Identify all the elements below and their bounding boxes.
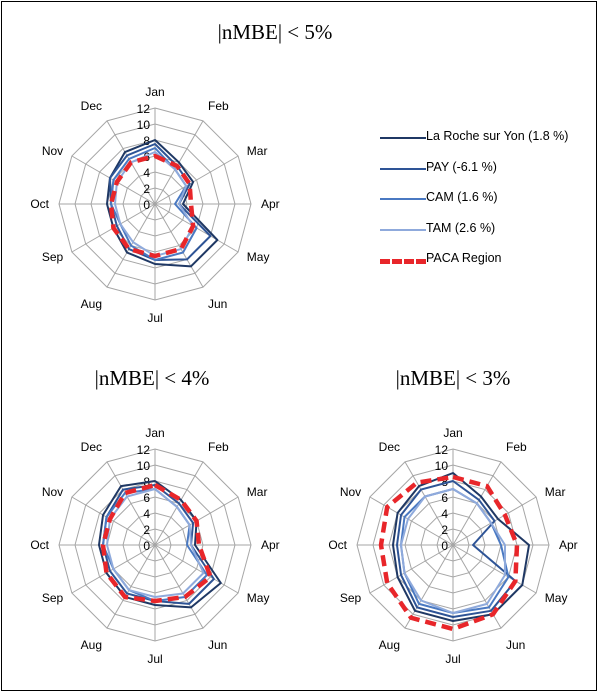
legend-swatch <box>380 167 426 170</box>
category-label: Jul <box>147 652 162 666</box>
grid-spoke <box>404 544 454 629</box>
grid-spoke <box>404 461 454 546</box>
series-line <box>392 472 530 622</box>
legend-swatch <box>380 228 426 231</box>
category-label: Jun <box>208 638 227 652</box>
category-label: Mar <box>545 485 566 499</box>
r-tick-label: 4 <box>143 166 150 180</box>
grid-spoke <box>106 544 156 629</box>
category-label: Dec <box>81 99 102 113</box>
category-label: Dec <box>81 440 102 454</box>
r-tick-label: 12 <box>137 102 151 116</box>
category-label: Aug <box>379 638 400 652</box>
grid-spoke <box>154 203 204 288</box>
category-label: Apr <box>559 538 578 552</box>
category-label: Jul <box>147 311 162 325</box>
r-tick-label: 10 <box>137 118 151 132</box>
legend-label: La Roche sur Yon (1.8 %) <box>426 129 569 143</box>
legend-swatch <box>380 137 426 139</box>
category-label: Apr <box>261 197 280 211</box>
legend-item: CAM (1.6 %) <box>376 189 596 220</box>
r-tick-label: 0 <box>441 539 448 553</box>
category-label: Feb <box>208 440 229 454</box>
r-tick-label: 12 <box>435 443 449 457</box>
category-label: Feb <box>506 440 527 454</box>
grid-spoke <box>106 461 156 546</box>
legend-label: TAM (2.6 %) <box>426 220 496 235</box>
grid-spoke <box>154 544 204 629</box>
grid-spoke <box>369 544 454 594</box>
chart-title-4pct: |nMBE| < 4% <box>94 366 210 390</box>
category-label: Sep <box>42 591 64 605</box>
category-label: Sep <box>340 591 362 605</box>
category-label: May <box>247 250 270 264</box>
legend-item: PACA Region <box>376 250 596 281</box>
r-tick-label: 10 <box>435 459 449 473</box>
category-label: Mar <box>247 144 268 158</box>
r-tick-label: 0 <box>143 539 150 553</box>
category-label: Jul <box>445 652 460 666</box>
r-tick-label: 8 <box>441 475 448 489</box>
legend-item: La Roche sur Yon (1.8 %) <box>376 128 596 159</box>
r-tick-label: 2 <box>143 523 150 537</box>
category-label: Nov <box>340 485 361 499</box>
category-label: Jan <box>443 426 462 440</box>
r-tick-label: 4 <box>441 507 448 521</box>
category-label: Jun <box>208 297 227 311</box>
legend-swatch <box>380 259 426 264</box>
category-label: Aug <box>81 297 102 311</box>
r-tick-label: 4 <box>143 507 150 521</box>
category-label: Nov <box>42 485 63 499</box>
series-line <box>400 488 506 614</box>
r-tick-label: 8 <box>143 134 150 148</box>
category-label: May <box>247 591 270 605</box>
grid-spoke <box>71 496 156 546</box>
legend-label: CAM (1.6 %) <box>426 190 498 204</box>
category-label: Feb <box>208 99 229 113</box>
chart-title-3pct: |nMBE| < 3% <box>395 366 511 390</box>
series-line <box>108 153 196 259</box>
category-label: Mar <box>247 485 268 499</box>
r-tick-label: 0 <box>143 198 150 212</box>
legend-swatch <box>380 198 426 200</box>
category-label: Jun <box>506 638 525 652</box>
r-tick-label: 12 <box>137 443 151 457</box>
series-line <box>396 480 517 618</box>
r-tick-label: 10 <box>137 459 151 473</box>
grid-spoke <box>452 544 537 594</box>
category-label: Oct <box>30 538 49 552</box>
legend-item: TAM (2.6 %) <box>376 220 596 251</box>
chart-title-5pct: |nMBE| < 5% <box>217 20 333 44</box>
series-line <box>100 482 213 604</box>
category-label: Dec <box>379 440 400 454</box>
category-label: Sep <box>42 250 64 264</box>
r-tick-label: 2 <box>441 523 448 537</box>
grid-spoke <box>154 544 239 594</box>
legend: La Roche sur Yon (1.8 %) PAY (-6.1 %) CA… <box>376 128 596 281</box>
series-line <box>378 474 520 632</box>
category-label: Nov <box>42 144 63 158</box>
category-label: Oct <box>328 538 347 552</box>
category-label: Apr <box>261 538 280 552</box>
category-label: Jan <box>145 85 164 99</box>
category-label: Aug <box>81 638 102 652</box>
grid-spoke <box>369 496 454 546</box>
legend-item: PAY (-6.1 %) <box>376 159 596 190</box>
category-label: Jan <box>145 426 164 440</box>
category-label: Oct <box>30 197 49 211</box>
r-tick-label: 2 <box>143 182 150 196</box>
legend-label: PAY (-6.1 %) <box>426 159 497 174</box>
legend-label: PACA Region <box>426 251 502 265</box>
category-label: May <box>545 591 568 605</box>
r-tick-label: 6 <box>143 491 150 505</box>
grid-spoke <box>154 155 239 205</box>
r-tick-label: 6 <box>441 491 448 505</box>
